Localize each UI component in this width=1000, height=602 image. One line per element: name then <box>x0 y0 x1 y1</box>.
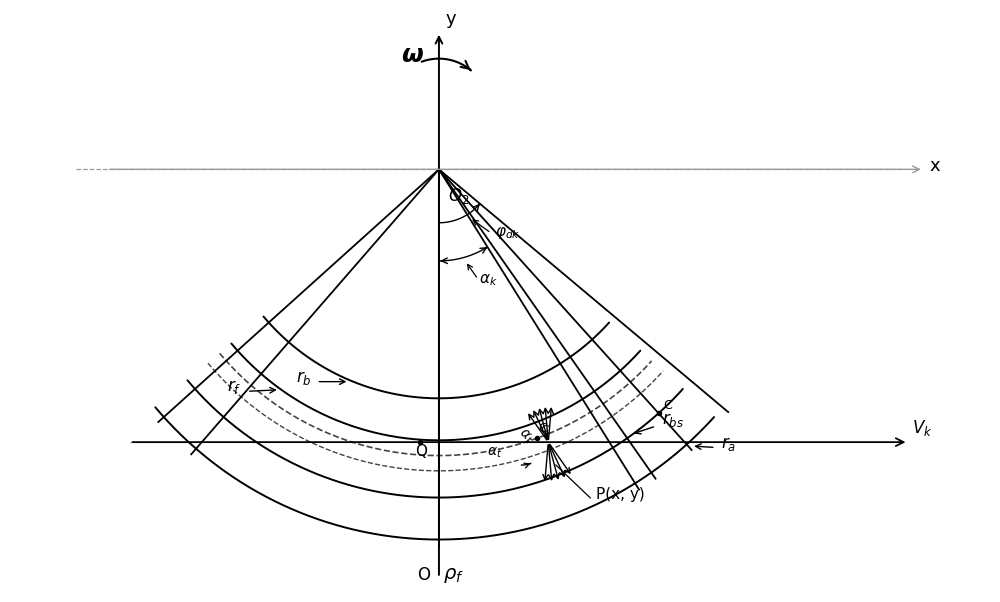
Text: C: C <box>663 399 672 412</box>
Text: $r_a$: $r_a$ <box>721 435 736 453</box>
Text: C: C <box>538 422 547 435</box>
Text: $r_{bs}$: $r_{bs}$ <box>662 411 684 429</box>
Text: y: y <box>445 10 456 28</box>
Text: $\boldsymbol{\omega}$: $\boldsymbol{\omega}$ <box>401 43 424 67</box>
Text: $O_2$: $O_2$ <box>448 186 469 206</box>
Text: Q: Q <box>415 444 427 459</box>
Text: $\alpha_t$: $\alpha_t$ <box>515 426 536 447</box>
Text: $V_k$: $V_k$ <box>912 418 933 438</box>
Text: $\varphi_{dk}$: $\varphi_{dk}$ <box>495 225 521 241</box>
Text: P(x, y): P(x, y) <box>596 488 645 503</box>
Text: x: x <box>930 157 940 175</box>
Text: C: C <box>541 424 549 436</box>
Text: $r_f$: $r_f$ <box>227 378 242 396</box>
Text: $\rho_f$: $\rho_f$ <box>443 566 464 585</box>
Text: O: O <box>417 566 430 585</box>
Text: $\alpha_k$: $\alpha_k$ <box>479 272 498 288</box>
Text: $\alpha_t$: $\alpha_t$ <box>487 445 502 459</box>
Text: $r_b$: $r_b$ <box>296 368 311 386</box>
